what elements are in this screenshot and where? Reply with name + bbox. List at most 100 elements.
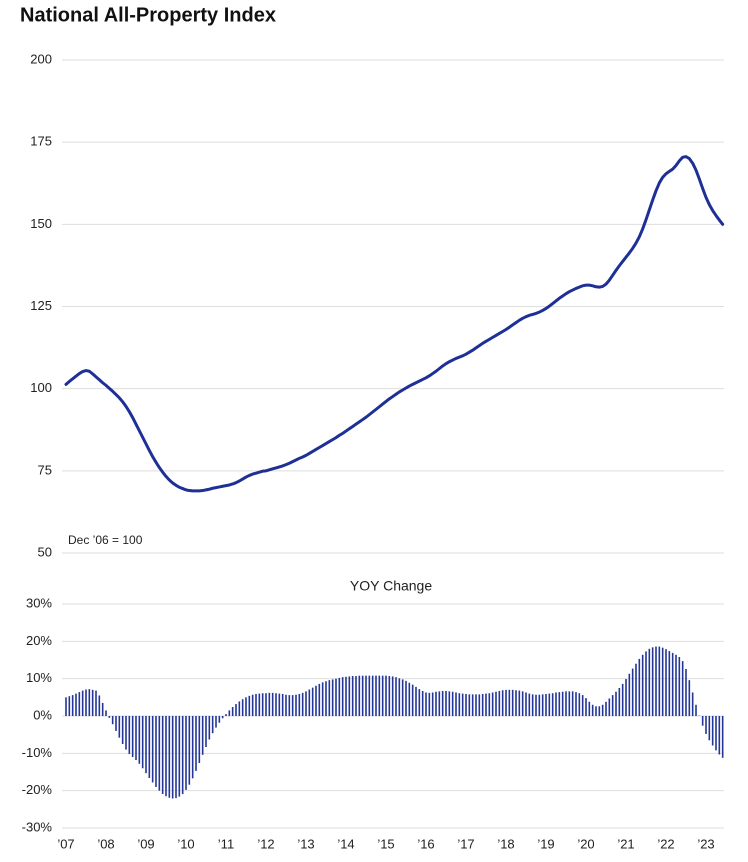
bar (675, 654, 677, 716)
bar (681, 661, 684, 716)
bar (491, 692, 494, 716)
bar (98, 695, 101, 716)
bar (215, 716, 217, 728)
y-tick-label: -30% (22, 819, 53, 834)
bar (365, 675, 367, 716)
x-tick-label: ’14 (337, 836, 354, 851)
bar (358, 675, 361, 716)
bar (581, 695, 584, 716)
bar (458, 693, 461, 716)
x-tick-label: ’22 (657, 836, 674, 851)
x-tick-label: ’09 (137, 836, 154, 851)
bar (65, 697, 67, 716)
bar (88, 689, 91, 716)
bar (205, 716, 207, 747)
x-tick-label: ’15 (377, 836, 394, 851)
bar (311, 687, 314, 716)
bar (191, 716, 194, 779)
bar (561, 691, 564, 716)
bar (208, 716, 211, 740)
bar (75, 693, 77, 716)
bar (711, 716, 714, 746)
bar (128, 716, 131, 755)
bar (608, 698, 611, 716)
bar (585, 698, 587, 716)
bar (315, 685, 317, 716)
bar (211, 716, 214, 734)
bar (478, 694, 481, 716)
bar (505, 689, 507, 716)
bar (175, 716, 177, 799)
bar (435, 691, 437, 716)
bar (325, 681, 327, 716)
bar (498, 690, 501, 716)
bar (148, 716, 151, 778)
bar (78, 692, 81, 716)
bar (85, 689, 87, 716)
bar (398, 678, 401, 716)
bar (615, 691, 617, 716)
bar (201, 716, 204, 755)
bar (285, 694, 287, 716)
bar (695, 704, 697, 716)
bar (415, 686, 417, 716)
bar (691, 692, 694, 716)
bar (288, 695, 291, 716)
bar (101, 702, 104, 716)
bar (351, 676, 354, 716)
bar (165, 716, 167, 797)
bar (708, 716, 711, 741)
bar (638, 658, 641, 716)
bar (448, 691, 451, 716)
bar (431, 692, 434, 716)
y-tick-label: 200 (30, 51, 52, 66)
bar (495, 691, 497, 716)
bar (705, 716, 707, 734)
bar (598, 706, 601, 716)
bar (715, 716, 717, 751)
bar (388, 676, 391, 716)
bar (265, 693, 267, 716)
bar (381, 675, 384, 716)
bar (605, 701, 607, 716)
index-line (64, 155, 725, 493)
y-tick-label: 50 (38, 544, 52, 559)
bar (571, 691, 574, 716)
bar (295, 694, 297, 716)
bar (371, 675, 374, 716)
bar (501, 690, 504, 716)
bar (115, 716, 117, 731)
y-tick-label: 150 (30, 216, 52, 231)
bar (651, 647, 654, 716)
bar (471, 694, 474, 716)
bar (648, 648, 651, 716)
bar (348, 676, 351, 716)
bar (395, 677, 397, 716)
bar (145, 716, 147, 774)
bar (305, 691, 307, 716)
y-tick-label: 10% (26, 670, 52, 685)
bar (461, 693, 464, 716)
bar (531, 694, 534, 716)
bar (375, 675, 377, 716)
bar (688, 680, 691, 716)
x-tick-label: ’12 (257, 836, 274, 851)
y-tick-label: 30% (26, 595, 52, 610)
bar (591, 704, 594, 716)
bar (588, 701, 591, 716)
bar (545, 693, 547, 716)
bar (108, 716, 111, 718)
bar (168, 716, 171, 798)
bar (258, 693, 261, 716)
bar (228, 710, 231, 716)
bar (481, 693, 484, 716)
bar (425, 692, 427, 716)
bar (455, 692, 457, 716)
bar (291, 695, 294, 716)
bar (151, 716, 154, 783)
x-tick-label: ’19 (537, 836, 554, 851)
x-tick-label: ’16 (417, 836, 434, 851)
bar (721, 716, 724, 758)
bar (655, 646, 657, 716)
